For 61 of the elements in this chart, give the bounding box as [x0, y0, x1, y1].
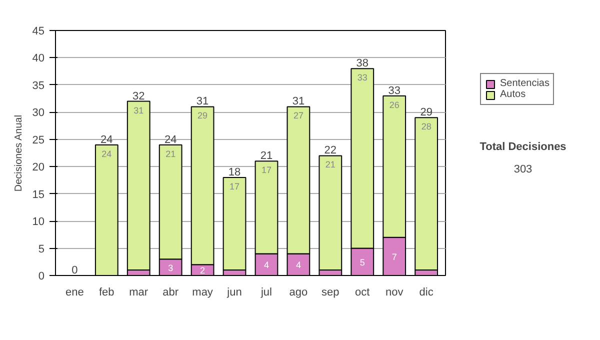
- y-axis-title: Decisiones Anual: [13, 114, 24, 192]
- data-label: 26: [389, 100, 400, 110]
- total-label: 31: [196, 96, 209, 108]
- data-label: 17: [230, 182, 240, 192]
- total-label: 38: [356, 58, 369, 70]
- x-tick-label: sep: [322, 286, 340, 298]
- data-label: 7: [392, 252, 397, 262]
- data-label: 17: [261, 165, 272, 176]
- y-tick-label: 5: [38, 243, 45, 256]
- data-label: 21: [166, 148, 176, 159]
- bar: [318, 155, 342, 271]
- data-label: 5: [360, 257, 365, 268]
- total-label: 31: [292, 96, 305, 108]
- total-label: 22: [324, 144, 337, 157]
- y-tick-label: 35: [32, 80, 45, 92]
- total-label: 32: [132, 90, 145, 102]
- x-tick-label: jun: [226, 286, 242, 298]
- text: Total Decisiones: [480, 141, 566, 153]
- bar: [222, 177, 246, 271]
- data-label: 4: [264, 260, 269, 270]
- legend-label: Sentencias: [500, 78, 550, 89]
- x-tick-label: nov: [385, 286, 404, 298]
- total-label: 29: [420, 106, 432, 119]
- data-label: 21: [325, 160, 336, 170]
- x-tick-label: oct: [355, 286, 370, 298]
- bar: [414, 117, 438, 271]
- data-label: 29: [198, 110, 208, 121]
- x-tick-label: dic: [419, 286, 434, 298]
- data-label: 24: [102, 148, 112, 159]
- y-tick-label: 20: [32, 162, 45, 174]
- data-label: 27: [293, 110, 304, 121]
- total-label: 0: [72, 264, 78, 276]
- x-tick-label: mar: [129, 286, 148, 298]
- total-label: 18: [228, 166, 241, 178]
- total-label: 24: [100, 134, 113, 146]
- total-label: 21: [260, 150, 273, 162]
- data-label: 3: [168, 262, 174, 273]
- y-tick-label: 25: [32, 134, 45, 146]
- total-label: 24: [164, 134, 177, 146]
- total-label: 33: [388, 84, 400, 97]
- y-tick-label: 0: [38, 270, 45, 282]
- y-tick-label: 15: [32, 188, 45, 201]
- x-tick-label: jul: [260, 286, 272, 298]
- y-tick-label: 30: [32, 107, 45, 120]
- data-label: 33: [357, 72, 368, 83]
- data-label: 31: [134, 105, 144, 116]
- x-tick-label: abr: [162, 286, 179, 298]
- bar: [126, 100, 150, 271]
- data-label: 4: [296, 260, 301, 270]
- y-tick-label: 45: [32, 26, 45, 38]
- x-tick-label: ene: [66, 286, 84, 298]
- bar: [94, 144, 118, 276]
- text: 303: [514, 164, 532, 176]
- x-tick-label: feb: [99, 286, 114, 298]
- data-label: 28: [421, 122, 432, 132]
- y-tick-label: 10: [32, 216, 45, 228]
- legend-label: Autos: [500, 89, 526, 100]
- x-tick-label: ago: [289, 286, 308, 298]
- data-label: 2: [200, 266, 206, 276]
- y-tick-label: 40: [32, 52, 45, 65]
- x-tick-label: may: [192, 286, 214, 298]
